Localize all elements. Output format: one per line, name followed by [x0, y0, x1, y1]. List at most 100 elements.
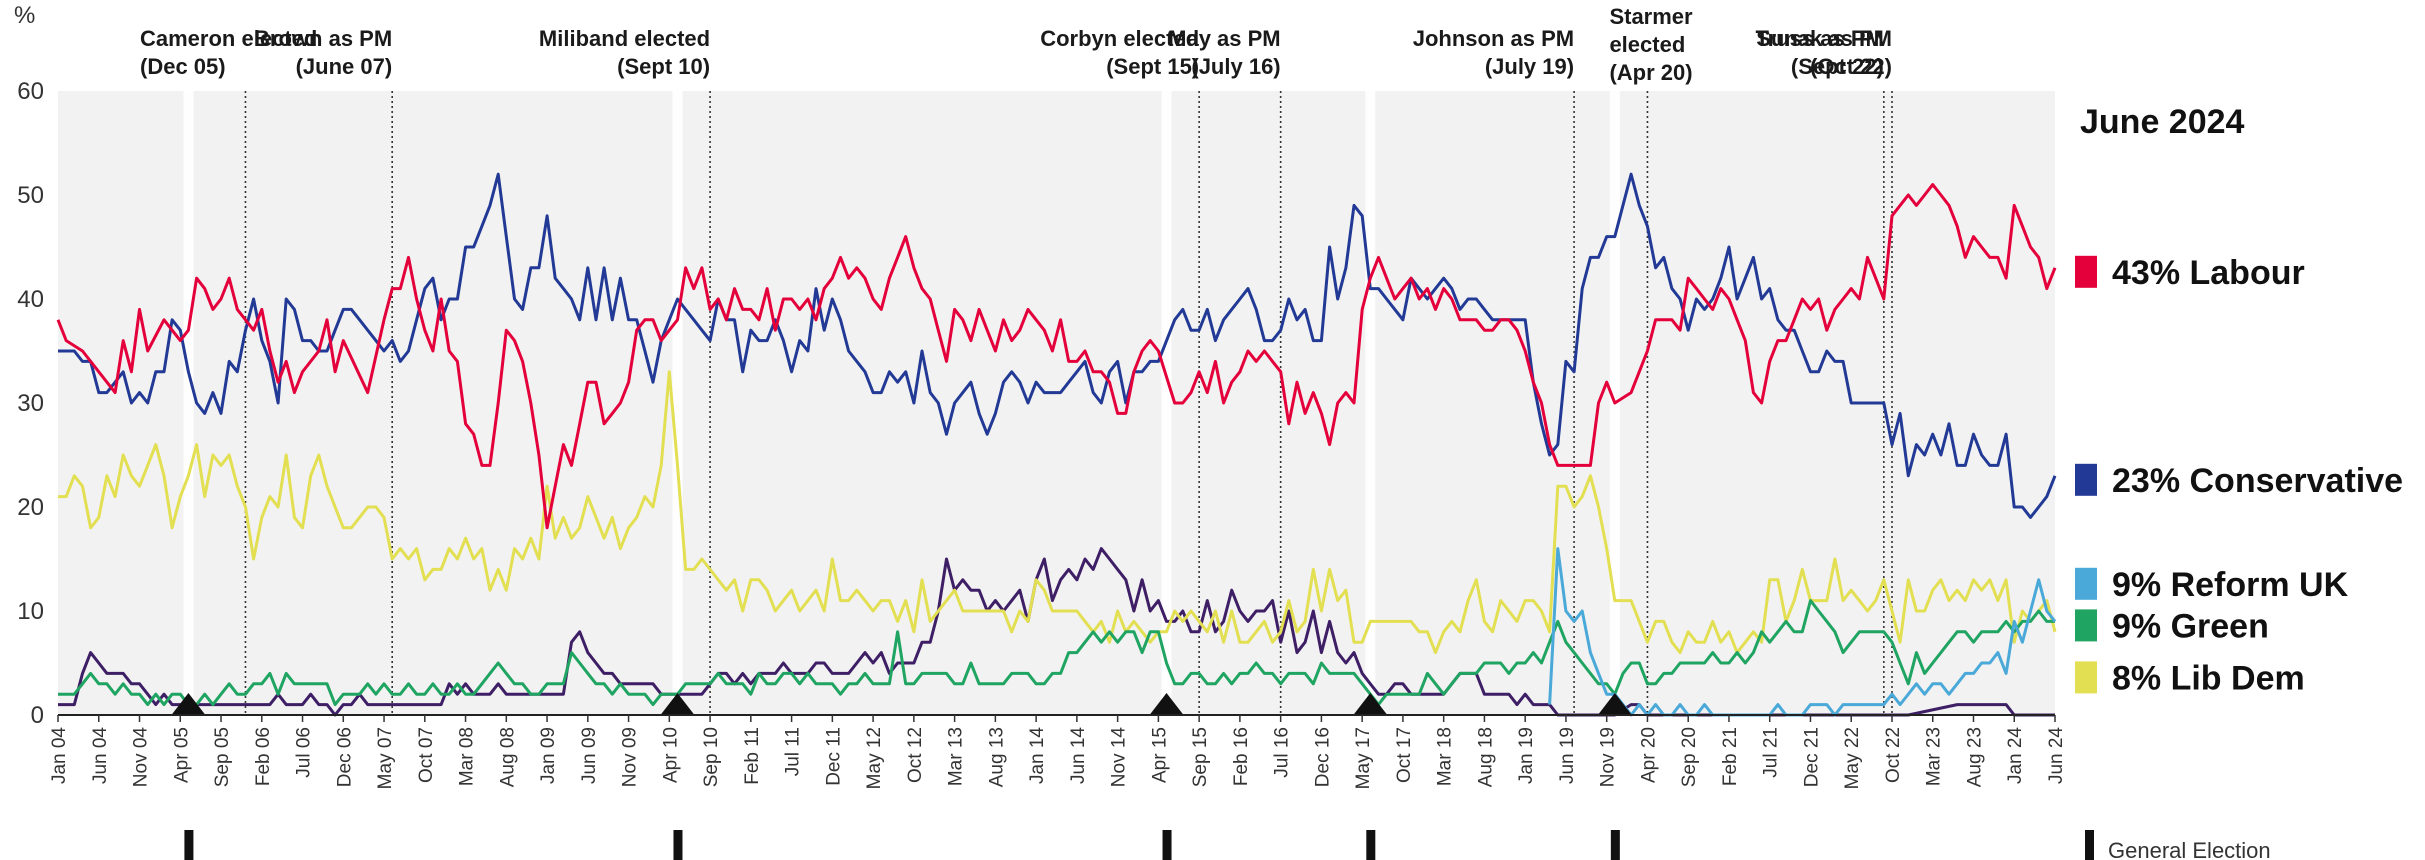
x-tick-label: Mar 18: [1435, 727, 1456, 786]
y-tick-label: 40: [17, 286, 44, 313]
x-tick-label: Feb 21: [1720, 727, 1741, 786]
x-tick-label: May 07: [375, 727, 396, 789]
x-tick-label: May 22: [1842, 727, 1863, 789]
legend-swatch-reform-uk: [2075, 567, 2097, 600]
event-label-line: (June 07): [296, 54, 393, 79]
x-tick-label: Aug 13: [986, 727, 1007, 787]
x-tick-label: Mar 08: [457, 727, 478, 786]
x-tick-label: Jul 21: [1761, 727, 1782, 778]
x-tick-label: Aug 23: [1964, 727, 1985, 787]
x-tick-label: Sep 05: [212, 727, 233, 787]
election-band: [1365, 91, 1376, 715]
series-labour-line: [56, 183, 2057, 530]
legend-label-reform-uk: 9% Reform UK: [2112, 566, 2349, 604]
x-tick-label: Dec 16: [1312, 727, 1333, 787]
event-label-line: Brown as PM: [254, 26, 392, 51]
event-label: Starmer elected (Apr 20): [1609, 4, 1693, 85]
x-tick-label: Feb 06: [253, 727, 274, 786]
x-tick-label: Apr 20: [1638, 727, 1659, 783]
election-bar: [1366, 830, 1376, 860]
x-tick-label: Jul 06: [294, 727, 315, 778]
x-tick-label: Oct 17: [1394, 727, 1415, 783]
x-tick-label: Jul 16: [1272, 727, 1293, 778]
x-tick-label: Mar 13: [946, 727, 967, 786]
legend: 43% Labour 23% Conservative 9% Reform UK9%…: [2075, 254, 2403, 697]
month-label: June 2024: [2080, 103, 2245, 141]
event-label: Johnson as PM (July 19): [1413, 26, 1574, 79]
event-label-line: elected: [1609, 32, 1685, 57]
event-label-line: May as PM: [1168, 26, 1281, 51]
y-tick-label: 50: [17, 182, 44, 209]
election-marker: [171, 693, 206, 715]
event-label-line: (Apr 20): [1609, 60, 1692, 85]
x-tick-label: Dec 11: [823, 727, 844, 786]
series-reform-uk-line: [1548, 547, 2057, 717]
y-tick-label: 20: [17, 494, 44, 521]
y-tick-label: 0: [31, 702, 44, 729]
election-band: [183, 91, 194, 715]
y-axis-label: %: [14, 2, 35, 29]
x-tick-label: Jun 14: [1068, 727, 1089, 784]
election-marker: [660, 693, 695, 715]
event-label-line: (Sept 22): [1791, 54, 1884, 79]
event-label: Truss as PM (Sept 22): [1755, 26, 1883, 79]
event-label-line: Cameron elected: [140, 26, 317, 51]
x-tick-label: May 17: [1353, 727, 1374, 789]
x-tick-label: Jan 04: [49, 727, 70, 784]
x-tick-label: Jan 24: [2005, 727, 2026, 784]
election-bar: [1162, 830, 1172, 860]
x-tick-label: Feb 16: [1231, 727, 1252, 786]
event-label-line: (July 16): [1191, 54, 1280, 79]
x-tick-label: Oct 22: [1883, 727, 1904, 783]
x-tick-label: Jun 04: [90, 727, 111, 784]
x-tick-label: Nov 09: [620, 727, 641, 787]
x-tick-label: Dec 06: [334, 727, 355, 787]
event-label-line: (Oct 22): [1810, 54, 1892, 79]
election-bar: [184, 830, 194, 860]
x-tick-label: Jan 09: [538, 727, 559, 784]
series-conservative-line: [58, 172, 2057, 519]
x-tick-label: Oct 12: [905, 727, 926, 783]
legend-swatch-conservative: [2075, 463, 2097, 496]
x-tick-label: Jun 24: [2046, 727, 2067, 784]
x-tick-label: Nov 19: [1598, 727, 1619, 787]
series-green-line: [58, 599, 2055, 707]
series-lib-dem-line: [58, 370, 2057, 655]
event-label-line: Truss as PM: [1755, 26, 1883, 51]
x-tick-label: Sep 10: [701, 727, 722, 787]
y-tick-label: 10: [17, 598, 44, 625]
x-tick-label: Oct 07: [416, 727, 437, 783]
event-label-line: Corbyn elected: [1040, 26, 1199, 51]
election-marker: [1353, 693, 1388, 715]
election-bar: [673, 830, 683, 860]
axis-layer: 0 10 20 30 40 50 60 Jan 04 Jun 04 Nov 04 Apr 05 Sep…: [17, 78, 2067, 860]
x-tick-label: Sep 20: [1679, 727, 1700, 787]
general-election-key-label: General Election: [2108, 838, 2271, 860]
event-label: Miliband elected (Sept 10): [539, 26, 710, 79]
x-tick-label: Nov 14: [1109, 727, 1130, 788]
x-tick-label: Apr 15: [1149, 727, 1170, 783]
election-band: [1161, 91, 1172, 715]
x-tick-label: Mar 23: [1924, 727, 1945, 786]
event-label: Corbyn elected (Sept 15): [1040, 26, 1199, 79]
x-tick-label: Apr 10: [660, 727, 681, 783]
x-tick-label: Aug 08: [497, 727, 518, 787]
event-label-line: (Sept 10): [617, 54, 710, 79]
legend-swatch-lib-dem: [2075, 661, 2097, 694]
x-tick-label: Sep 15: [1190, 727, 1211, 787]
legend-swatch-green: [2075, 609, 2097, 642]
event-label-line: Miliband elected: [539, 26, 710, 51]
x-tick-label: Apr 05: [171, 727, 192, 783]
x-tick-label: Jan 14: [1027, 727, 1048, 784]
event-label-line: (Dec 05): [140, 54, 226, 79]
event-label-line: Sunak as PM: [1756, 26, 1892, 51]
event-label-line: (July 19): [1485, 54, 1574, 79]
x-tick-label: May 12: [864, 727, 885, 789]
event-labels: Cameron elected (Dec 05) Brown as PM (June …: [140, 4, 1892, 85]
x-tick-label: Aug 18: [1475, 727, 1496, 787]
x-tick-label: Jan 19: [1516, 727, 1537, 784]
event-label: Cameron elected (Dec 05): [140, 26, 317, 79]
election-bar: [1610, 830, 1620, 860]
legend-label-green: 9% Green: [2112, 607, 2269, 645]
election-band: [672, 91, 683, 715]
